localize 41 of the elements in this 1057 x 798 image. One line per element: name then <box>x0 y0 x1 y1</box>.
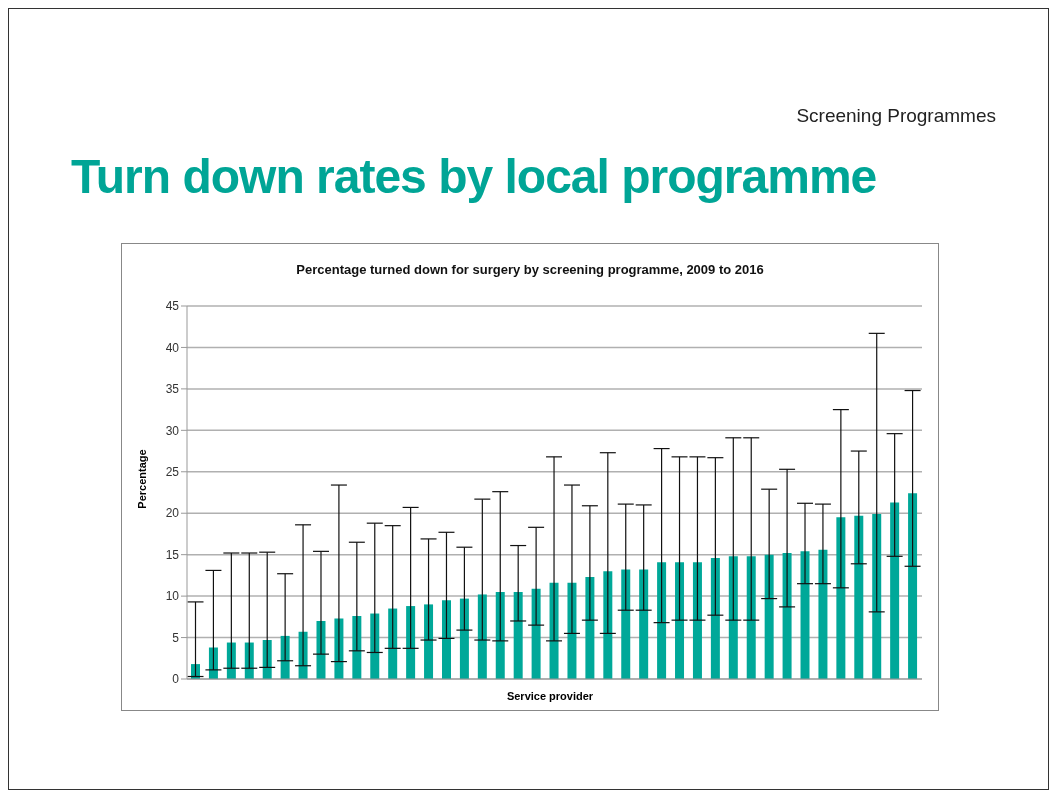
bar <box>692 562 702 679</box>
y-tick-label: 0 <box>172 672 180 687</box>
bar <box>854 515 864 679</box>
bar <box>370 613 380 679</box>
bar <box>406 606 416 679</box>
x-axis-title: Service provider <box>505 690 595 702</box>
bar <box>872 514 882 679</box>
y-tick-label: 10 <box>165 589 180 604</box>
bar <box>728 556 738 679</box>
bar <box>388 608 398 679</box>
bar <box>800 551 810 679</box>
bar <box>424 604 434 679</box>
y-tick-label: 20 <box>165 506 180 521</box>
bar <box>908 493 918 679</box>
y-tick-label: 35 <box>165 382 180 397</box>
bar <box>764 554 774 679</box>
y-tick-label: 40 <box>165 340 180 355</box>
y-axis-title: Percentage <box>136 449 148 509</box>
bar <box>746 556 756 679</box>
text: Screening Programmes <box>796 105 996 127</box>
y-tick-label: 15 <box>165 547 180 562</box>
bar <box>513 591 523 679</box>
bar <box>477 594 487 679</box>
bar <box>441 600 451 679</box>
bar <box>352 616 362 679</box>
bar <box>621 569 631 679</box>
chart-subtitle: Percentage turned down for surgery by screening programme, 2009 to 2016 <box>295 262 765 277</box>
bar <box>657 562 667 679</box>
bar <box>495 591 505 679</box>
chart-title: Turn down rates by local programme <box>71 149 877 204</box>
y-tick-label: 45 <box>165 299 180 314</box>
bar <box>675 562 685 679</box>
bar <box>710 557 720 679</box>
bar <box>459 598 469 679</box>
bar <box>890 502 900 679</box>
y-tick-label: 5 <box>172 630 180 645</box>
bar <box>639 569 649 679</box>
bar <box>603 571 613 679</box>
y-tick-label: 30 <box>165 423 180 438</box>
bar <box>818 549 828 679</box>
y-tick-label: 25 <box>165 465 180 480</box>
